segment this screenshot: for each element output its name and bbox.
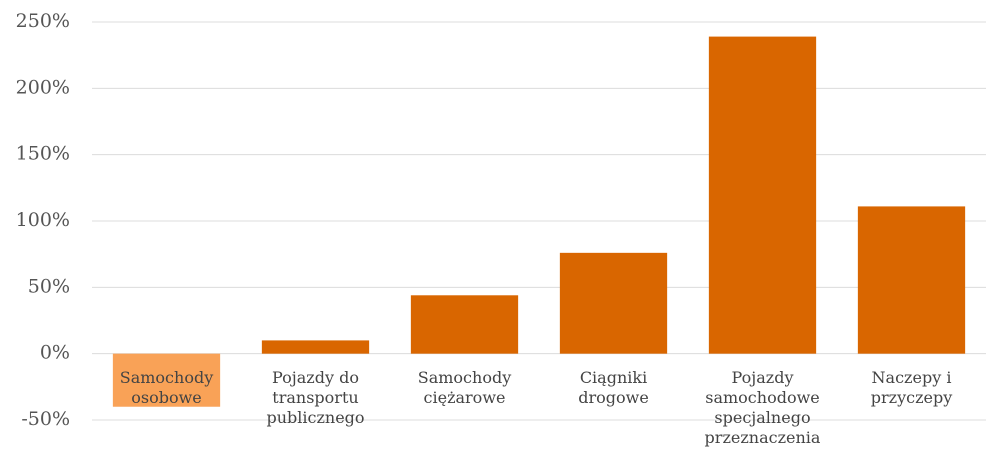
bar xyxy=(261,340,370,354)
x-tick-label: Pojazdy samochodowe specjalnego przeznac… xyxy=(704,367,821,447)
x-tick-label: Samochody osobowe xyxy=(119,367,214,407)
x-tick-label: Samochody ciężarowe xyxy=(417,367,512,407)
x-tick-label: Pojazdy do transportu publicznego xyxy=(266,367,365,427)
y-tick-label: 0% xyxy=(40,342,70,364)
y-tick-label: 100% xyxy=(16,209,70,231)
y-tick-label: 150% xyxy=(16,143,70,165)
x-tick-label: Naczepy i przyczepy xyxy=(870,367,953,407)
bar xyxy=(708,36,817,354)
y-tick-label: 250% xyxy=(16,10,70,32)
bar xyxy=(410,295,519,354)
y-tick-label: 50% xyxy=(28,275,70,297)
bar xyxy=(559,252,668,354)
bar xyxy=(857,206,966,354)
bar xyxy=(112,353,221,407)
x-tick-label: Ciągniki drogowe xyxy=(578,367,649,407)
y-tick-label: 200% xyxy=(16,76,70,98)
y-tick-label: -50% xyxy=(21,408,70,430)
